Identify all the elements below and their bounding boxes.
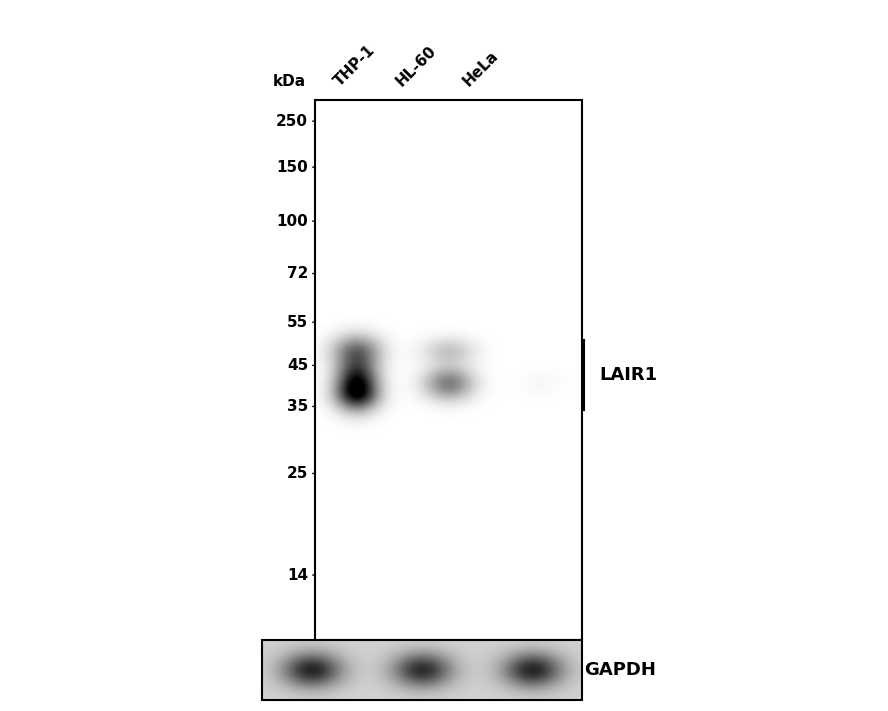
- Text: HL-60: HL-60: [393, 43, 440, 89]
- Text: GAPDH: GAPDH: [584, 661, 656, 679]
- Text: 150: 150: [276, 159, 308, 175]
- Text: 35: 35: [287, 399, 308, 414]
- Text: HeLa: HeLa: [460, 48, 501, 89]
- Text: 250: 250: [276, 114, 308, 129]
- Text: 14: 14: [287, 567, 308, 582]
- Text: LAIR1: LAIR1: [599, 366, 657, 384]
- Text: 100: 100: [276, 213, 308, 229]
- Text: 55: 55: [287, 315, 308, 330]
- Text: 25: 25: [287, 466, 308, 481]
- Text: 45: 45: [287, 358, 308, 373]
- Text: kDa: kDa: [274, 74, 306, 90]
- Text: 72: 72: [287, 266, 308, 281]
- Text: THP-1: THP-1: [331, 42, 378, 89]
